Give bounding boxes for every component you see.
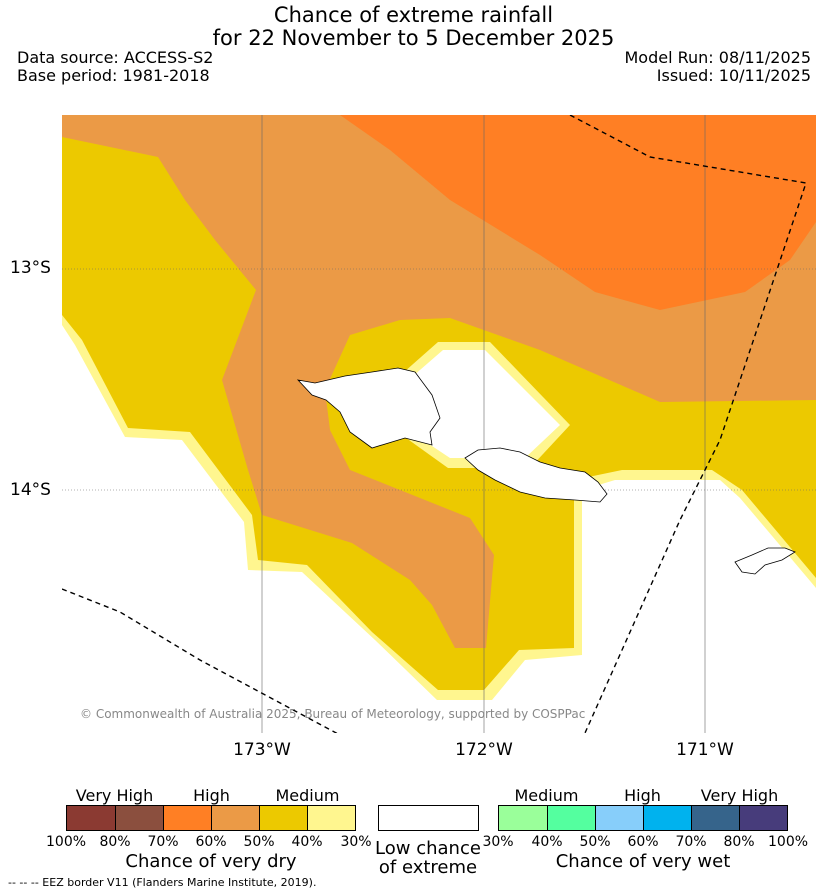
legend-wet-medium: Medium <box>514 786 579 805</box>
tick-wet-40: 40% <box>531 834 563 850</box>
tick-wet-30: 30% <box>482 834 514 850</box>
tick-wet-80: 80% <box>723 834 755 850</box>
region-low-chance <box>405 350 560 458</box>
lat-label-13s: 13°S <box>10 258 51 278</box>
swatch-wet-40-50 <box>547 805 596 831</box>
swatch-dry-40-30 <box>307 805 356 831</box>
island-tutuila <box>734 547 796 575</box>
legend-wet-very-high: Very High <box>700 786 779 805</box>
legend-dry-medium: Medium <box>275 786 340 805</box>
title-line-2: for 22 November to 5 December 2025 <box>212 26 615 50</box>
swatch-wet-60-70 <box>643 805 692 831</box>
swatch-dry-100-80 <box>66 805 116 831</box>
legend-wet-caption: Chance of very wet <box>555 851 731 872</box>
tick-dry-70: 70% <box>147 834 179 850</box>
lon-label-171w: 171°W <box>676 740 734 760</box>
swatch-dry-70-60 <box>163 805 212 831</box>
swatch-dry-80-70 <box>115 805 164 831</box>
tick-dry-30: 30% <box>340 834 372 850</box>
graticule <box>62 115 816 733</box>
base-period: Base period: 1981-2018 <box>17 66 210 85</box>
tick-dry-100: 100% <box>46 834 87 850</box>
lon-label-173w: 173°W <box>233 740 291 760</box>
tick-dry-40: 40% <box>291 834 323 850</box>
eez-border <box>62 115 807 733</box>
swatch-low-chance <box>378 805 479 831</box>
lon-label-172w: 172°W <box>455 740 513 760</box>
tick-dry-80: 80% <box>99 834 131 850</box>
tick-wet-100: 100% <box>768 834 809 850</box>
swatch-wet-30-40 <box>498 805 548 831</box>
data-source: Data source: ACCESS-S2 <box>17 48 214 67</box>
footer-eez-note: -- -- -- EEZ border V11 (Flanders Marine… <box>8 876 317 889</box>
swatch-dry-50-40 <box>259 805 308 831</box>
islands <box>296 367 796 575</box>
island-savaii <box>296 367 441 449</box>
island-upolu <box>464 447 608 503</box>
region-dry-60-70 <box>340 115 816 310</box>
legend-low-caption-1: Low chance <box>375 838 481 859</box>
swatch-dry-60-50 <box>211 805 260 831</box>
copyright-notice: © Commonwealth of Australia 2025, Bureau… <box>80 707 586 721</box>
legend-dry-very-high: Very High <box>75 786 154 805</box>
tick-dry-50: 50% <box>243 834 275 850</box>
swatch-wet-70-80 <box>691 805 740 831</box>
issued-date: Issued: 10/11/2025 <box>656 66 811 85</box>
title-line-1: Chance of extreme rainfall <box>273 3 554 27</box>
tick-wet-70: 70% <box>675 834 707 850</box>
tick-dry-60: 60% <box>195 834 227 850</box>
swatch-wet-50-60 <box>595 805 644 831</box>
legend-low-caption-2: of extreme <box>378 857 478 878</box>
legend-wet-high: High <box>624 786 661 805</box>
tick-wet-50: 50% <box>579 834 611 850</box>
lat-label-14s: 14°S <box>10 480 51 500</box>
model-run: Model Run: 08/11/2025 <box>624 48 812 67</box>
tick-wet-60: 60% <box>627 834 659 850</box>
swatch-wet-80-100 <box>739 805 788 831</box>
legend-dry-caption: Chance of very dry <box>125 851 297 872</box>
legend-dry-high: High <box>193 786 230 805</box>
